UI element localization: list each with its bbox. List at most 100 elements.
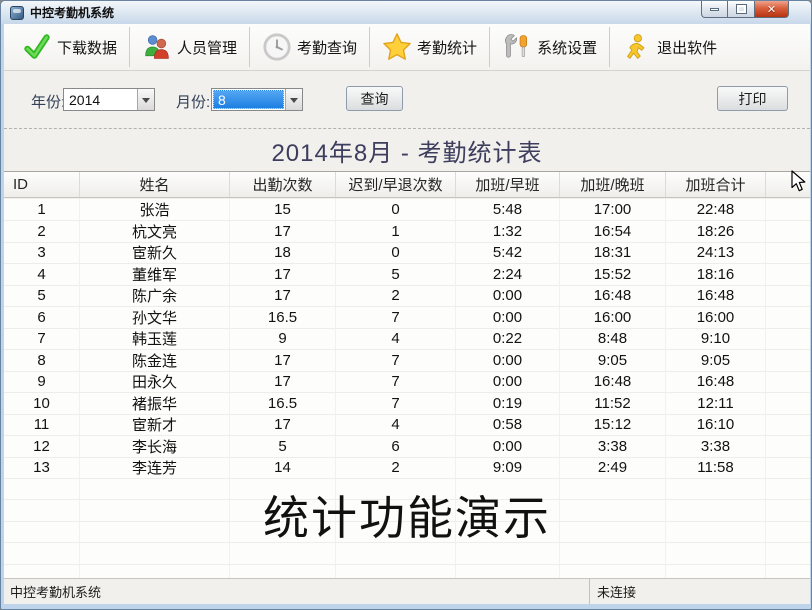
year-select[interactable]: 2014 (63, 88, 155, 111)
table-cell: 16:00 (560, 306, 666, 329)
table-cell: 张浩 (80, 199, 230, 221)
table-cell (230, 478, 336, 500)
table-row[interactable]: 13 李连芳 14 2 9:09 2:49 11:58 (4, 457, 810, 479)
checkmark-icon (22, 32, 52, 62)
column-header-name[interactable]: 姓名 (80, 172, 230, 197)
table-cell: 17 (230, 349, 336, 372)
table-cell (80, 500, 230, 522)
table-cell (456, 564, 560, 578)
client-area: 下载数据 人员管理 (4, 24, 810, 604)
chevron-down-icon[interactable] (285, 89, 302, 110)
table-cell: 16.5 (230, 392, 336, 415)
table-cell: 11:58 (666, 457, 766, 479)
table-row[interactable]: 8 陈金连 17 7 0:00 9:05 9:05 (4, 349, 810, 372)
table-cell: 16:48 (666, 371, 766, 393)
table-row[interactable]: 1 张浩 15 0 5:48 17:00 22:48 (4, 199, 810, 221)
print-button[interactable]: 打印 (717, 86, 788, 111)
table-cell (666, 521, 766, 543)
toolbar-item-query[interactable]: 考勤查询 (249, 27, 369, 67)
table-cell: 陈金连 (80, 349, 230, 372)
table-cell-filler (766, 543, 810, 565)
table-cell-filler (766, 414, 810, 436)
table-cell (4, 543, 80, 565)
toolbar-item-personnel[interactable]: 人员管理 (129, 27, 249, 67)
minimize-button[interactable] (701, 1, 728, 18)
people-icon (142, 32, 172, 62)
table-cell: 17 (230, 263, 336, 286)
table-cell: 9:05 (666, 349, 766, 372)
table-cell-filler (766, 371, 810, 393)
table-cell: 褚振华 (80, 392, 230, 415)
minimize-icon (710, 7, 719, 11)
table-cell (80, 543, 230, 565)
table-cell: 14 (230, 457, 336, 479)
table-row[interactable]: 7 韩玉莲 9 4 0:22 8:48 9:10 (4, 328, 810, 350)
table-cell: 李连芳 (80, 457, 230, 479)
maximize-icon (735, 4, 747, 14)
table-row-empty (4, 478, 810, 500)
table-cell (230, 521, 336, 543)
table-cell: 1:32 (456, 220, 560, 243)
table-cell: 2 (4, 220, 80, 243)
table-cell-filler (766, 242, 810, 264)
toolbar: 下载数据 人员管理 (4, 24, 810, 71)
month-select[interactable]: 8 (211, 88, 303, 111)
table-cell-filler (766, 285, 810, 307)
report-title: 2014年8月 - 考勤统计表 (271, 139, 543, 167)
table-row[interactable]: 2 杭文亮 17 1 1:32 16:54 18:26 (4, 220, 810, 243)
table-cell: 5:42 (456, 242, 560, 264)
column-header-late[interactable]: 迟到/早退次数 (336, 172, 456, 197)
table-cell (456, 521, 560, 543)
column-header-ot-evening[interactable]: 加班/晚班 (560, 172, 666, 197)
chevron-down-icon[interactable] (137, 89, 154, 110)
column-header-ot-total[interactable]: 加班合计 (666, 172, 766, 197)
demo-watermark: 统计功能演示 (263, 492, 551, 544)
table-cell: 董维军 (80, 263, 230, 286)
table-row-empty (4, 564, 810, 579)
column-header-attend[interactable]: 出勤次数 (230, 172, 336, 197)
table-row[interactable]: 10 褚振华 16.5 7 0:19 11:52 12:11 (4, 392, 810, 415)
table-row[interactable]: 5 陈广余 17 2 0:00 16:48 16:48 (4, 285, 810, 307)
table-row[interactable]: 9 田永久 17 7 0:00 16:48 16:48 (4, 371, 810, 393)
table-row[interactable]: 3 宦新久 18 0 5:42 18:31 24:13 (4, 242, 810, 264)
table-cell: 11 (4, 414, 80, 436)
window-controls: ✕ (701, 1, 789, 18)
table-cell: 17 (230, 285, 336, 307)
table-cell: 18:16 (666, 263, 766, 286)
table-cell: 18:26 (666, 220, 766, 243)
table-cell: 17 (230, 414, 336, 436)
table-row[interactable]: 6 孙文华 16.5 7 0:00 16:00 16:00 (4, 306, 810, 329)
table-cell (80, 564, 230, 578)
title-bar[interactable]: 中控考勤机系统 (1, 1, 811, 24)
table-cell: 7 (336, 306, 456, 329)
toolbar-item-settings[interactable]: 系统设置 (489, 27, 609, 67)
table-cell: 3:38 (666, 435, 766, 458)
query-button[interactable]: 查询 (346, 86, 403, 111)
column-header-ot-morning[interactable]: 加班/早班 (456, 172, 560, 197)
table-row[interactable]: 11 宦新才 17 4 0:58 15:12 16:10 (4, 414, 810, 436)
table-cell: 17:00 (560, 199, 666, 221)
table-cell: 15 (230, 199, 336, 221)
table-cell: 孙文华 (80, 306, 230, 329)
toolbar-label: 人员管理 (177, 39, 238, 57)
table-cell: 9:05 (560, 349, 666, 372)
toolbar-item-exit[interactable]: 退出软件 (609, 27, 729, 67)
table-cell: 22:48 (666, 199, 766, 221)
table-cell-filler (766, 522, 810, 543)
table-cell: 1 (4, 199, 80, 221)
column-header-id[interactable]: ID (4, 172, 80, 197)
table-cell-filler (766, 565, 810, 579)
table-cell: 24:13 (666, 242, 766, 264)
table-cell (456, 500, 560, 522)
maximize-button[interactable] (728, 1, 755, 18)
table-cell (4, 521, 80, 543)
table-cell: 12:11 (666, 392, 766, 415)
table-row[interactable]: 4 董维军 17 5 2:24 15:52 18:16 (4, 263, 810, 286)
table-cell: 0 (336, 199, 456, 221)
toolbar-item-stats[interactable]: 考勤统计 (369, 27, 489, 67)
table-row[interactable]: 12 李长海 5 6 0:00 3:38 3:38 (4, 435, 810, 458)
table-cell: 16:54 (560, 220, 666, 243)
table-cell: 16:48 (560, 285, 666, 307)
close-button[interactable]: ✕ (755, 1, 789, 18)
toolbar-item-download[interactable]: 下载数据 (10, 27, 129, 67)
